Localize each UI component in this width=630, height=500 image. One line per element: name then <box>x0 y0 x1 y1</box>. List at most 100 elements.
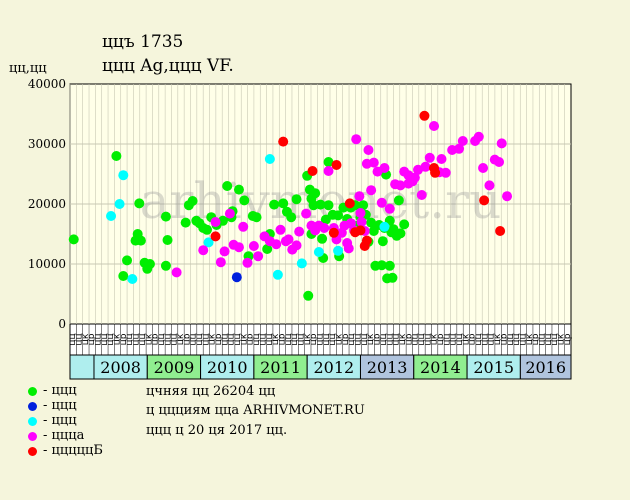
legend-label: - ццц <box>43 383 77 398</box>
data-point <box>331 160 342 170</box>
info-line-3: ццц ц 20 ця 2017 цц. <box>146 423 288 438</box>
data-point <box>278 198 289 209</box>
legend-swatch <box>28 417 37 426</box>
month-tick-label: цр <box>341 333 351 345</box>
month-tick-label: цц <box>512 333 522 345</box>
month-tick-label: цц <box>347 333 357 345</box>
data-point <box>283 234 294 245</box>
month-tick-label: цц <box>163 333 173 345</box>
data-point <box>291 194 302 205</box>
month-tick-label: цц <box>544 333 554 345</box>
data-point <box>430 167 441 178</box>
data-point <box>355 208 366 218</box>
month-tick-label: цц <box>449 333 459 345</box>
month-tick-label: цц <box>138 333 148 345</box>
month-tick-label: цц <box>68 333 78 345</box>
month-tick-label: цц <box>132 333 142 345</box>
month-tick-label: цр <box>499 333 509 345</box>
data-point <box>118 271 129 281</box>
month-tick-label: цц <box>537 333 547 345</box>
data-point <box>354 191 365 202</box>
month-tick-label: цр <box>182 333 192 345</box>
month-tick-label: цц <box>392 333 402 345</box>
year-label: 2012 <box>313 358 354 377</box>
data-point <box>315 199 326 210</box>
year-label: 2008 <box>100 358 141 377</box>
data-point <box>502 191 513 202</box>
data-point <box>366 185 377 196</box>
month-tick-label: цц <box>252 333 262 345</box>
year-label: 2011 <box>260 358 301 377</box>
year-label: 2009 <box>154 358 195 377</box>
month-tick-label: цц <box>322 333 332 345</box>
year-segment <box>413 354 468 380</box>
data-point <box>180 217 191 228</box>
data-point <box>135 235 146 246</box>
data-point <box>269 199 280 210</box>
y-axis-unit: цц,цц <box>9 61 47 76</box>
y-tick-label: 20000 <box>28 197 66 211</box>
data-point <box>366 217 377 228</box>
month-tick-label: цц <box>316 333 326 345</box>
month-tick-label: цр <box>563 333 573 345</box>
data-point <box>242 257 253 268</box>
month-tick-label: цр <box>119 333 129 345</box>
month-tick-label: цц <box>170 333 180 345</box>
data-point <box>495 226 506 236</box>
month-tick-label: цц <box>100 333 110 345</box>
data-point <box>313 247 324 257</box>
month-tick-label: цц <box>379 333 389 345</box>
chart-title-line2: ццц Ag,ццц VF. <box>102 56 234 76</box>
month-tick-label: цц <box>455 333 465 345</box>
data-point <box>203 237 214 248</box>
month-tick-label: цр <box>404 333 414 345</box>
data-point <box>399 219 410 230</box>
data-point <box>473 131 484 142</box>
month-tick-label: цц <box>474 333 484 345</box>
data-point <box>187 196 198 206</box>
data-point <box>286 212 297 223</box>
month-tick-label: цк <box>366 333 376 345</box>
y-tick-label: 0 <box>58 317 66 331</box>
year-segment <box>146 354 202 380</box>
year-segment <box>253 354 308 380</box>
data-point <box>323 166 334 176</box>
data-point <box>291 240 302 251</box>
month-tick-label: цк <box>493 333 503 345</box>
data-point <box>429 121 440 131</box>
data-point <box>351 134 362 145</box>
legend-label: - цццццБ <box>43 443 103 458</box>
month-tick-label: цк <box>176 333 186 345</box>
data-point <box>416 190 427 200</box>
year-segment <box>93 354 148 380</box>
month-tick-label: цк <box>398 333 408 345</box>
data-point <box>262 244 273 254</box>
month-tick-label: цц <box>94 333 104 345</box>
data-point <box>122 255 133 266</box>
year-segment <box>359 354 415 380</box>
data-point <box>342 238 353 248</box>
month-tick-label: цк <box>208 333 218 345</box>
month-tick-label: цц <box>233 333 243 345</box>
data-point <box>162 235 173 245</box>
data-point <box>376 260 387 271</box>
month-tick-label: цр <box>309 333 319 345</box>
data-point <box>328 227 339 238</box>
month-tick-label: цц <box>201 333 211 345</box>
data-point <box>253 251 264 262</box>
data-point <box>457 136 468 146</box>
data-point <box>333 210 344 221</box>
data-point <box>111 151 122 161</box>
data-point <box>233 242 244 253</box>
month-tick-label: цц <box>417 333 427 345</box>
month-tick-label: цц <box>106 333 116 345</box>
data-point <box>144 259 155 269</box>
month-tick-label: цк <box>303 333 313 345</box>
month-tick-label: цц <box>258 333 268 345</box>
data-point <box>358 200 369 211</box>
legend-label: - ццц <box>43 413 77 428</box>
month-tick-label: цц <box>480 333 490 345</box>
data-point <box>368 157 379 168</box>
legend-swatch <box>28 387 37 396</box>
